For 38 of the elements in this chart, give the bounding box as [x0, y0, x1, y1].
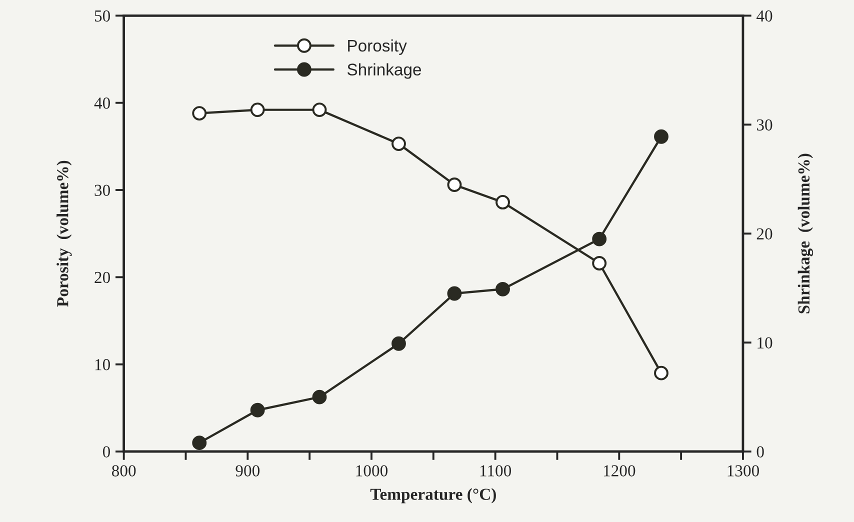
- y-tick-label: 20: [94, 272, 110, 284]
- point: [250, 102, 265, 118]
- point: [654, 366, 668, 380]
- point: [496, 282, 510, 296]
- y2-tick-label: 40: [756, 10, 772, 22]
- point: [654, 129, 668, 144]
- y-tick-label: 0: [102, 446, 110, 458]
- x-tick-label: 900: [236, 465, 260, 476]
- y2-tick-label: 30: [756, 119, 772, 131]
- x-axis-title: Temperature (°C): [370, 488, 496, 504]
- point: [192, 106, 207, 121]
- point: [392, 136, 406, 152]
- point: [447, 178, 462, 192]
- point: [250, 402, 265, 418]
- point: [392, 336, 406, 351]
- y-tick-label: 40: [94, 98, 110, 109]
- y-tick-label: 50: [94, 10, 110, 22]
- point: [192, 436, 207, 450]
- point: [312, 102, 327, 118]
- point: [496, 194, 510, 210]
- y2-tick-label: 20: [756, 228, 772, 240]
- y-tick-label: 10: [95, 359, 110, 370]
- x-tick-label: 1000: [356, 465, 388, 476]
- x-tick-label: 1300: [728, 465, 760, 476]
- point: [312, 390, 327, 404]
- y2-axis-title: Shrinkage (volume%): [798, 154, 814, 314]
- point: [592, 256, 607, 270]
- legend-label: Shrinkage: [347, 63, 422, 79]
- x-tick-label: 1200: [604, 465, 636, 476]
- y-tick-label: 30: [94, 184, 110, 196]
- x-tick-label: 800: [112, 465, 136, 476]
- point: [592, 232, 607, 246]
- y-axis-title: Porosity (volume%): [56, 160, 72, 307]
- y2-tick-label: 10: [758, 337, 772, 349]
- x-tick-label: 1100: [480, 465, 512, 476]
- legend-label: Porosity: [348, 39, 407, 55]
- y2-tick-label: 0: [756, 446, 764, 458]
- point: [447, 286, 462, 301]
